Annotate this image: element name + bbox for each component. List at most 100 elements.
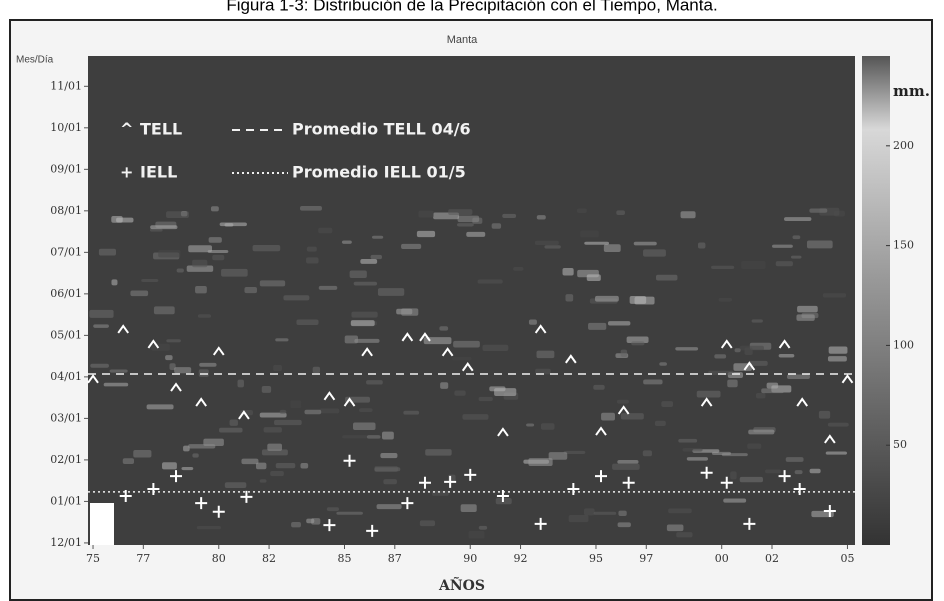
heat-cell bbox=[818, 410, 831, 419]
heat-cell bbox=[259, 412, 287, 418]
heat-cell bbox=[109, 369, 128, 373]
heat-cell bbox=[291, 522, 301, 528]
heat-cell bbox=[212, 254, 225, 261]
heat-cell bbox=[176, 268, 184, 273]
colorbar bbox=[862, 56, 890, 545]
heat-cell bbox=[727, 379, 738, 388]
heat-cell bbox=[563, 450, 586, 454]
heat-cell bbox=[383, 479, 397, 485]
y-tick-label: 12/01 bbox=[50, 536, 82, 549]
marker bbox=[361, 347, 373, 357]
heat-cell bbox=[342, 435, 368, 439]
heat-cell bbox=[150, 225, 178, 230]
colorbar-tick-label: 100 bbox=[893, 338, 914, 351]
heat-cell bbox=[318, 227, 333, 234]
heat-cell bbox=[158, 249, 181, 258]
heat-cell bbox=[419, 520, 436, 527]
heat-cell bbox=[306, 257, 319, 264]
heat-cell bbox=[224, 482, 247, 488]
heat-cell bbox=[261, 449, 288, 456]
heat-cell bbox=[588, 322, 607, 330]
heat-cell bbox=[366, 380, 383, 385]
y-tick-label: 04/01 bbox=[50, 370, 82, 383]
marker bbox=[419, 332, 431, 342]
heat-cell bbox=[796, 314, 815, 321]
heat-cell bbox=[141, 278, 159, 283]
heat-cell bbox=[468, 531, 485, 539]
heatmap bbox=[89, 206, 849, 539]
heat-cell bbox=[626, 336, 649, 344]
heat-cell bbox=[366, 435, 381, 439]
heat-cell bbox=[166, 339, 181, 343]
heat-cell bbox=[797, 305, 818, 313]
heat-cell bbox=[261, 385, 272, 393]
heat-cell bbox=[377, 288, 405, 296]
heat-cell bbox=[341, 240, 352, 244]
heat-cell bbox=[401, 243, 422, 249]
marker bbox=[700, 397, 713, 407]
marker bbox=[441, 347, 454, 357]
marker bbox=[401, 332, 414, 342]
heat-cell bbox=[192, 259, 208, 268]
marker bbox=[323, 519, 336, 532]
heat-cell bbox=[739, 345, 764, 351]
marker bbox=[823, 504, 836, 517]
heat-cell bbox=[827, 356, 847, 362]
heat-cell bbox=[462, 414, 489, 420]
marker bbox=[212, 346, 225, 356]
marker bbox=[464, 468, 477, 481]
heat-cell bbox=[580, 230, 599, 238]
heat-cell bbox=[792, 235, 801, 240]
x-tick-label: 00 bbox=[715, 552, 729, 565]
heat-cell bbox=[766, 382, 779, 389]
heat-cell bbox=[643, 249, 666, 257]
legend-label: Promedio TELL 04/6 bbox=[292, 120, 471, 139]
heat-cell bbox=[730, 471, 737, 480]
heat-cell bbox=[354, 338, 380, 343]
marker bbox=[778, 470, 791, 483]
heat-cell bbox=[751, 319, 763, 323]
heat-cell bbox=[794, 470, 803, 475]
y-tick-label: 02/01 bbox=[50, 453, 82, 466]
marker bbox=[119, 490, 132, 503]
heat-cell bbox=[300, 463, 309, 469]
heat-cell bbox=[666, 524, 684, 532]
heat-cell bbox=[576, 208, 587, 214]
heat-cell bbox=[224, 223, 234, 227]
y-tick-label: 05/01 bbox=[50, 328, 82, 341]
heat-cell bbox=[98, 248, 117, 256]
heat-cell bbox=[540, 423, 555, 430]
heat-cell bbox=[828, 346, 848, 354]
heat-cell bbox=[270, 470, 284, 477]
heat-cell bbox=[304, 409, 322, 415]
heat-cell bbox=[283, 295, 310, 301]
heat-cell bbox=[403, 410, 420, 415]
marker bbox=[743, 517, 756, 530]
heat-cell bbox=[300, 206, 322, 211]
y-tick-label: 07/01 bbox=[50, 245, 82, 258]
heat-cell bbox=[319, 408, 340, 414]
heat-cell bbox=[349, 270, 367, 279]
heat-cell bbox=[111, 279, 118, 286]
heat-cell bbox=[425, 449, 452, 456]
heat-cell bbox=[267, 443, 283, 451]
heat-cell bbox=[643, 379, 663, 385]
heat-cell bbox=[318, 285, 338, 290]
heat-cell bbox=[166, 211, 189, 219]
x-tick-label: 85 bbox=[338, 552, 352, 565]
heat-cell bbox=[195, 285, 207, 294]
heat-cell bbox=[275, 463, 296, 469]
x-tick-label: 90 bbox=[463, 552, 477, 565]
heat-cell bbox=[631, 341, 645, 346]
heat-cell bbox=[711, 265, 735, 270]
x-tick-label: 92 bbox=[514, 552, 528, 565]
x-tick-label: 05 bbox=[840, 552, 854, 565]
marker bbox=[700, 466, 713, 479]
x-tick-label: 87 bbox=[388, 552, 402, 565]
marker bbox=[534, 324, 547, 334]
marker bbox=[796, 397, 809, 407]
heat-cell bbox=[454, 390, 466, 396]
heat-cell bbox=[252, 245, 281, 252]
heat-cell bbox=[741, 260, 766, 269]
plot-title: Manta bbox=[447, 34, 478, 46]
